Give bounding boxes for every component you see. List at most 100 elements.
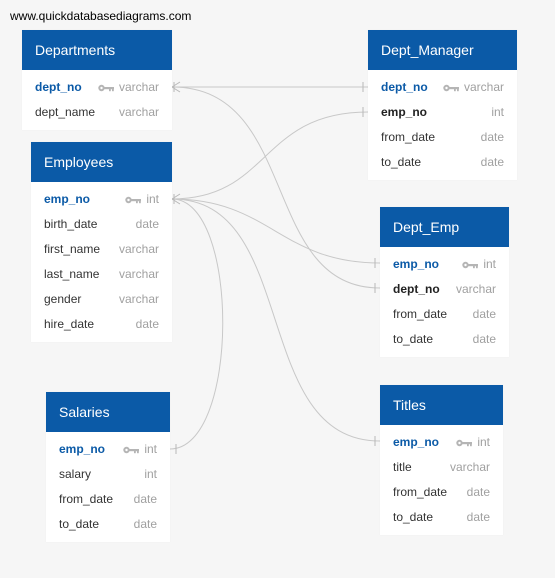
key-icon [124,194,142,204]
field-name: emp_no [44,191,91,206]
field-type: date [472,306,496,321]
field-type: date [480,154,504,169]
field-row-dept-no[interactable]: dept_no varchar [368,74,517,99]
field-type: varchar [118,79,159,94]
field-name: to_date [393,331,434,346]
table-departments[interactable]: Departments dept_no varchar dept_name varcha… [22,30,172,130]
field-name: emp_no [381,104,428,119]
field-name: from_date [59,491,114,506]
field-row-birth-date[interactable]: birth_date date [31,211,172,236]
crowfoot-employees [171,193,181,205]
field-name: to_date [393,509,434,524]
field-type: int [477,434,490,449]
field-name: gender [44,291,82,306]
field-row-to-date[interactable]: to_date date [380,504,503,529]
field-name: dept_no [35,79,82,94]
table-header-dept-emp[interactable]: Dept_Emp [380,207,509,247]
table-dept-emp[interactable]: Dept_Emp emp_no int dept_no varchar from_date… [380,207,509,357]
field-type: date [472,331,496,346]
site-watermark: www.quickdatabasediagrams.com [10,9,192,23]
field-row-to-date[interactable]: to_date date [368,149,517,174]
rel-employees-dept-emp [171,198,381,264]
field-name: dept_no [393,281,440,296]
field-type: varchar [118,266,159,281]
field-row-emp-no[interactable]: emp_no int [46,436,170,461]
field-row-from-date[interactable]: from_date date [368,124,517,149]
table-fields: dept_no varchar dept_name varchar [22,70,172,130]
table-fields: emp_no int dept_no varchar from_date date to_d… [380,247,509,357]
field-type: date [466,509,490,524]
field-type: varchar [455,281,496,296]
field-type: varchar [118,291,159,306]
field-row-to-date[interactable]: to_date date [46,511,170,536]
field-row-emp-no[interactable]: emp_no int [31,186,172,211]
table-titles[interactable]: Titles emp_no int title varchar from_date date… [380,385,503,535]
field-row-to-date[interactable]: to_date date [380,326,509,351]
field-type: int [483,256,496,271]
field-row-emp-no[interactable]: emp_no int [368,99,517,124]
field-name: from_date [381,129,436,144]
field-type: int [146,191,159,206]
field-row-dept-name[interactable]: dept_name varchar [22,99,172,124]
key-icon [122,444,140,454]
table-header-employees[interactable]: Employees [31,142,172,182]
field-row-from-date[interactable]: from_date date [46,486,170,511]
key-icon [97,82,115,92]
field-name: to_date [59,516,100,531]
field-row-from-date[interactable]: from_date date [380,479,503,504]
table-fields: emp_no int title varchar from_date date to_dat… [380,425,503,535]
field-type: int [144,466,157,481]
field-type: date [135,316,159,331]
table-fields: dept_no varchar emp_no int from_date date to_d… [368,70,517,180]
field-name: last_name [44,266,100,281]
field-type: varchar [463,79,504,94]
table-salaries[interactable]: Salaries emp_no int salary int from_date date t… [46,392,170,542]
field-type: varchar [118,241,159,256]
field-type: date [480,129,504,144]
field-name: from_date [393,484,448,499]
field-row-emp-no[interactable]: emp_no int [380,429,503,454]
field-row-from-date[interactable]: from_date date [380,301,509,326]
field-name: from_date [393,306,448,321]
field-name: dept_name [35,104,96,119]
field-row-title[interactable]: title varchar [380,454,503,479]
table-fields: emp_no int birth_date date first_name varchar… [31,182,172,342]
rel-employees-dept-manager [171,111,369,200]
field-name: salary [59,466,92,481]
field-name: dept_no [381,79,428,94]
table-header-departments[interactable]: Departments [22,30,172,70]
field-row-salary[interactable]: salary int [46,461,170,486]
key-icon [455,437,473,447]
field-type: date [133,516,157,531]
field-row-dept-no[interactable]: dept_no varchar [380,276,509,301]
field-row-last-name[interactable]: last_name varchar [31,261,172,286]
rel-employees-salaries [169,198,224,450]
key-icon [442,82,460,92]
field-row-hire-date[interactable]: hire_date date [31,311,172,336]
field-row-first-name[interactable]: first_name varchar [31,236,172,261]
table-employees[interactable]: Employees emp_no int birth_date date first_na… [31,142,172,342]
key-icon [461,259,479,269]
field-type: int [491,104,504,119]
field-type: varchar [118,104,159,119]
field-name: first_name [44,241,101,256]
field-name: emp_no [59,441,106,456]
table-dept-manager[interactable]: Dept_Manager dept_no varchar emp_no int from_… [368,30,517,180]
field-name: title [393,459,412,474]
table-header-titles[interactable]: Titles [380,385,503,425]
field-name: birth_date [44,216,98,231]
field-name: emp_no [393,256,440,271]
field-row-dept-no[interactable]: dept_no varchar [22,74,172,99]
field-type: date [135,216,159,231]
field-row-gender[interactable]: gender varchar [31,286,172,311]
field-row-emp-no[interactable]: emp_no int [380,251,509,276]
field-name: hire_date [44,316,95,331]
field-type: date [133,491,157,506]
table-fields: emp_no int salary int from_date date to_date da… [46,432,170,542]
rel-departments-dept-emp [171,86,381,289]
table-header-salaries[interactable]: Salaries [46,392,170,432]
field-name: emp_no [393,434,440,449]
table-header-dept-manager[interactable]: Dept_Manager [368,30,517,70]
crowfoot-departments [171,81,181,93]
field-type: varchar [449,459,490,474]
